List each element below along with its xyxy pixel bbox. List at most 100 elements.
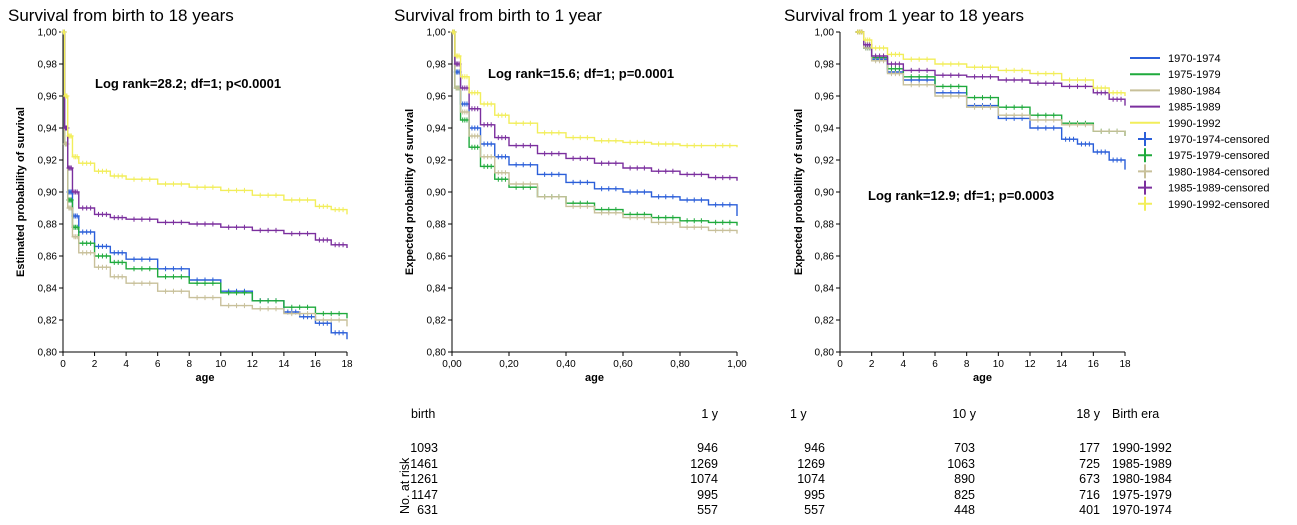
censor-mark [194,280,200,286]
x-tick-label: 0 [837,359,843,370]
censor-mark [980,74,985,80]
censor-mark [170,219,176,225]
censor-mark [74,234,80,240]
censor-mark [210,221,216,227]
censor-mark [194,295,200,301]
censor-mark [613,160,619,166]
legend-label: 1975-1979-censored [1168,150,1270,162]
censor-mark [670,219,676,225]
censor-mark [924,67,930,73]
censor-mark [265,192,271,198]
censor-mark [691,197,697,203]
risk-cell-birth: 1147 [411,487,438,502]
risk-cell-birth: 1093 [410,441,438,455]
censor-mark [948,93,954,99]
censor-mark [305,197,311,203]
y-tick-label: 0,94 [815,124,835,135]
x-tick-label: 16 [310,359,322,370]
censor-mark [273,227,279,233]
censor-mark [324,237,330,243]
y-tick-label: 0,96 [815,92,835,103]
censor-mark [488,154,494,160]
censor-mark [713,227,719,233]
censor-mark [663,194,669,200]
censor-mark [456,53,462,59]
censor-mark [464,109,470,115]
censor-mark [599,160,605,166]
legend-label: 1970-1974-censored [1168,134,1270,146]
censor-mark [502,154,508,160]
risk-cell-ten_y: 448 [954,503,975,517]
censor-mark [908,74,914,80]
y-tick-label: 0,86 [815,252,835,263]
y-tick-label: 0,94 [38,124,58,135]
censor-mark [720,202,726,208]
censor-mark [1118,157,1124,163]
censor-mark [908,82,914,88]
censor-mark [1019,112,1025,118]
censor-mark [513,120,519,126]
legend-label: 1990-1992 [1168,118,1221,130]
censor-mark [1003,112,1009,118]
legend: 1970-1974 1975-1979 1980-1984 1985-1989 1990… [1130,53,1270,211]
censor-mark [549,130,555,136]
censor-mark [556,171,562,177]
censor-mark [1098,128,1104,134]
risk-header-1y-b: 1 y [790,407,807,421]
censor-mark [88,250,94,256]
y-tick-label: 0,82 [815,316,835,327]
censor-mark [527,143,533,149]
censor-mark [940,72,946,78]
censor-mark [698,171,704,177]
y-axis-label: Estimated probability of survival [15,107,27,277]
censor-mark [103,243,109,249]
risk-cell-one_y_a: 995 [697,487,718,502]
censor-mark [178,274,184,280]
censor-mark [170,181,176,187]
censor-mark [727,202,733,208]
censor-mark [627,189,633,195]
censor-mark [502,135,508,141]
y-tick-label: 0,88 [815,220,835,231]
legend-plus-swatch [1138,132,1152,146]
risk-cell-one_y_b: 1074 [797,472,825,486]
censor-mark [859,29,865,35]
logrank-annotation: Log rank=28.2; df=1; p<0.0001 [95,76,281,91]
censor-mark [147,216,153,222]
risk-cell-era: 1975-1979 [1112,487,1172,502]
censor-mark [305,311,311,317]
censor-mark [226,224,232,230]
censor-mark [488,122,494,128]
censor-mark [163,181,169,187]
censor-mark [713,219,719,225]
censor-mark [324,203,330,209]
censor-mark [513,181,519,187]
censor-mark [475,90,481,96]
y-tick-label: 0,86 [427,252,447,263]
censor-mark [226,303,232,309]
censor-mark [309,314,314,320]
censor-mark [527,120,533,126]
censor-mark [1067,77,1073,83]
censor-mark [641,215,647,221]
censor-mark [720,227,726,233]
censor-mark [940,61,946,67]
censor-mark [1082,83,1088,89]
censor-mark [119,259,125,265]
censor-mark [987,95,993,101]
censor-mark [916,82,922,88]
censor-mark [556,151,562,157]
censor-mark [584,155,590,161]
x-tick-label: 14 [1056,359,1068,370]
censor-mark [297,197,303,203]
censor-mark [542,171,548,177]
censor-mark [289,231,295,237]
censor-mark [987,104,993,110]
censor-mark [613,186,619,192]
censor-mark [68,133,74,139]
censor-mark [1075,77,1080,83]
risk-cell-birth: 1461 [410,456,438,471]
censor-mark [119,173,125,179]
censor-mark [103,168,109,174]
y-tick-label: 0,88 [38,220,58,231]
